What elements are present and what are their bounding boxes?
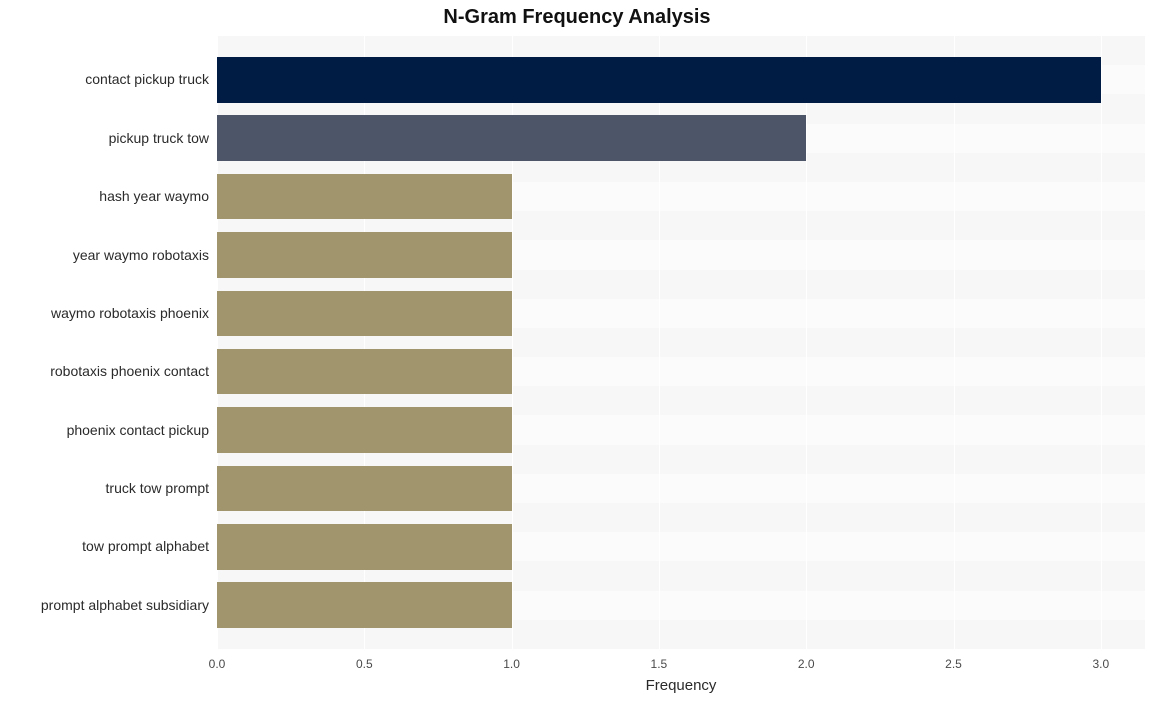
bar xyxy=(217,115,806,161)
y-tick-label: pickup truck tow xyxy=(109,130,209,146)
x-tick-label: 1.5 xyxy=(651,657,668,671)
x-axis-title: Frequency xyxy=(217,677,1145,694)
y-tick-label: robotaxis phoenix contact xyxy=(50,363,209,379)
y-tick-label: truck tow prompt xyxy=(106,480,209,496)
bar xyxy=(217,524,512,570)
x-tick-label: 2.0 xyxy=(798,657,815,671)
bar xyxy=(217,232,512,278)
x-tick-label: 1.0 xyxy=(503,657,520,671)
chart-title: N-Gram Frequency Analysis xyxy=(0,6,1154,29)
x-gridline xyxy=(954,36,955,649)
bar xyxy=(217,466,512,512)
bar xyxy=(217,291,512,337)
bar xyxy=(217,407,512,453)
x-tick-label: 0.5 xyxy=(356,657,373,671)
y-tick-label: prompt alphabet subsidiary xyxy=(41,597,209,613)
y-tick-label: tow prompt alphabet xyxy=(82,538,209,554)
bar xyxy=(217,349,512,395)
y-tick-label: year waymo robotaxis xyxy=(73,247,209,263)
y-tick-label: phoenix contact pickup xyxy=(67,422,209,438)
bar xyxy=(217,582,512,628)
x-gridline xyxy=(1101,36,1102,649)
x-tick-label: 3.0 xyxy=(1092,657,1109,671)
x-gridline xyxy=(806,36,807,649)
y-tick-label: waymo robotaxis phoenix xyxy=(51,305,209,321)
bar xyxy=(217,174,512,220)
plot-area xyxy=(217,36,1145,649)
y-tick-label: contact pickup truck xyxy=(85,71,209,87)
bar xyxy=(217,57,1101,103)
y-tick-label: hash year waymo xyxy=(99,188,209,204)
ngram-frequency-chart: N-Gram Frequency Analysis Frequency 0.0 0… xyxy=(0,0,1154,701)
x-tick-label: 0.0 xyxy=(209,657,226,671)
x-tick-label: 2.5 xyxy=(945,657,962,671)
